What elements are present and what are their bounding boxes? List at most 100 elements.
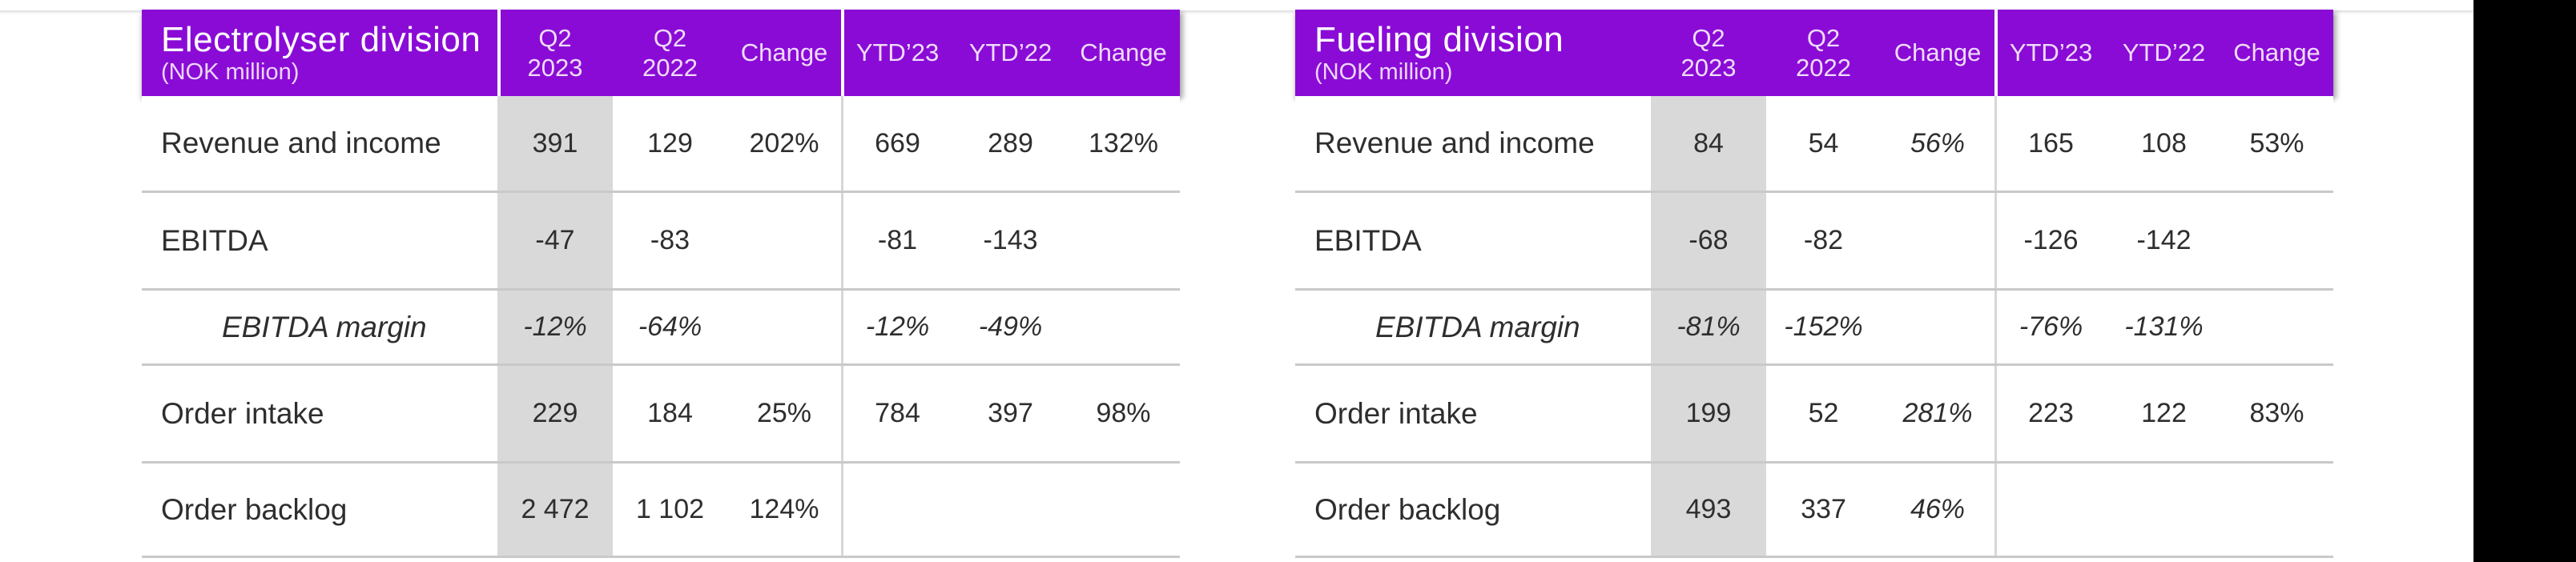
column-header-q2-2023: Q2 2023 [1680, 23, 1737, 82]
cell-q2-2023: 84 [1693, 127, 1724, 159]
cell-ytd22: -49% [978, 311, 1043, 342]
cell-ytd22: 108 [2141, 127, 2187, 159]
cell-ytd23: 669 [875, 127, 920, 159]
q2-2023-highlight-column [497, 96, 613, 558]
table-row: EBITDA -68 -82 -126 -142 [1295, 193, 2333, 291]
page-top-edge-line [0, 10, 2473, 14]
row-label: EBITDA margin [1375, 310, 1580, 343]
cell-q2-2022: -152% [1784, 311, 1863, 342]
cell-change-ytd: 132% [1089, 127, 1158, 159]
cell-q2-2022: -82 [1803, 225, 1844, 255]
table-row: EBITDA -47 -83 -81 -143 [142, 193, 1180, 291]
cell-change [727, 193, 841, 288]
cell-change [727, 291, 841, 363]
cell-q2-2022: 54 [1808, 127, 1839, 159]
cell-change [1881, 193, 1994, 288]
q2-2023-highlight-column [1651, 96, 1766, 558]
cell-ytd23: 223 [2028, 398, 2074, 428]
cell-change-ytd [2220, 291, 2333, 363]
column-header-q2-2022: Q2 2022 [1796, 23, 1851, 82]
cell-ytd22: -142 [2136, 225, 2192, 255]
cell-q2-2023: 391 [532, 127, 578, 159]
table-title-cell: Fueling division (NOK million) [1295, 10, 1651, 96]
cell-change-ytd [2220, 464, 2333, 556]
column-header-q2-2022: Q2 2022 [642, 23, 698, 82]
cell-ytd23: 165 [2028, 127, 2074, 159]
ytd-divider-line [841, 96, 843, 558]
cell-q2-2022: 129 [647, 127, 693, 159]
cell-q2-2023: -12% [523, 311, 587, 342]
column-header-change-ytd: Change [2233, 38, 2320, 67]
table-row: Order intake 199 52 281% 223 122 83% [1295, 366, 2333, 464]
electrolyser-table-body: Revenue and income 391 129 202% 669 289 … [142, 96, 1180, 558]
cell-ytd23: 784 [875, 398, 920, 428]
cell-q2-2023: -81% [1676, 311, 1741, 342]
table-subtitle: (NOK million) [1314, 59, 1453, 86]
column-header-q2-2023: Q2 2023 [527, 23, 583, 82]
table-subtitle: (NOK million) [161, 59, 300, 86]
cell-ytd23: -12% [865, 311, 930, 342]
cell-q2-2022: 184 [647, 398, 693, 428]
table-row: Order intake 229 184 25% 784 397 98% [142, 366, 1180, 464]
column-header-ytd23: YTD’23 [855, 38, 940, 67]
cell-ytd22: 397 [988, 398, 1033, 428]
table-row: Order backlog 493 337 46% [1295, 464, 2333, 558]
cell-ytd23: -81 [877, 225, 918, 255]
column-header-ytd22: YTD’22 [2122, 38, 2206, 67]
fueling-table-header: Fueling division (NOK million) Q2 2023 Q… [1295, 10, 2333, 96]
cell-change-ytd [1067, 291, 1180, 363]
row-label: Order backlog [161, 492, 348, 526]
cell-q2-2022: -64% [638, 311, 702, 342]
cell-ytd22 [2107, 464, 2220, 556]
cell-ytd22: 122 [2141, 398, 2187, 428]
cell-change [1881, 291, 1994, 363]
cell-change-ytd: 83% [2249, 398, 2304, 428]
cell-q2-2022: -83 [650, 225, 690, 255]
row-label: EBITDA [161, 223, 268, 257]
cell-change: 56% [1910, 127, 1966, 159]
cell-change: 124% [749, 494, 819, 524]
cell-q2-2023: 2 472 [521, 494, 590, 524]
cell-change-ytd [2220, 193, 2333, 288]
cell-q2-2023: 493 [1685, 494, 1732, 524]
table-row: Revenue and income 391 129 202% 669 289 … [142, 96, 1180, 193]
cell-q2-2022: 1 102 [635, 494, 705, 524]
electrolyser-division-table: Electrolyser division (NOK million) Q2 2… [142, 10, 1180, 558]
table-title-cell: Electrolyser division (NOK million) [142, 10, 497, 96]
cell-q2-2023: -47 [535, 225, 575, 255]
row-label: Order backlog [1314, 492, 1501, 526]
header-divider [841, 10, 844, 96]
cell-ytd22: -131% [2124, 311, 2204, 342]
column-header-change: Change [1894, 38, 1982, 67]
row-label: EBITDA [1314, 223, 1422, 257]
cell-q2-2023: 229 [532, 398, 578, 428]
cell-ytd22: 289 [988, 127, 1033, 159]
cell-change: 281% [1902, 398, 1973, 428]
cell-change: 25% [756, 398, 812, 428]
cell-ytd23: -126 [2023, 225, 2079, 255]
column-header-change: Change [740, 38, 828, 67]
cell-ytd23 [1994, 464, 2107, 556]
row-label: EBITDA margin [222, 310, 427, 343]
cell-ytd23: -76% [2019, 311, 2083, 342]
cell-q2-2022: 337 [1801, 494, 1846, 524]
cell-ytd22 [954, 464, 1067, 556]
table-row: Revenue and income 84 54 56% 165 108 53% [1295, 96, 2333, 193]
table-title: Electrolyser division [161, 19, 481, 59]
cell-change-ytd [1067, 464, 1180, 556]
row-label: Order intake [161, 396, 324, 430]
cell-change-ytd: 53% [2249, 127, 2304, 159]
table-title: Fueling division [1314, 19, 1564, 59]
cell-q2-2022: 52 [1808, 398, 1839, 428]
header-divider [497, 10, 501, 96]
cell-change-ytd: 98% [1096, 398, 1151, 428]
cell-change: 46% [1910, 494, 1966, 524]
row-label: Revenue and income [1314, 126, 1595, 159]
table-row: Order backlog 2 472 1 102 124% [142, 464, 1180, 558]
row-label: Revenue and income [161, 126, 441, 159]
cell-ytd23 [841, 464, 954, 556]
header-divider [1994, 10, 1998, 96]
fueling-division-table: Fueling division (NOK million) Q2 2023 Q… [1295, 10, 2333, 558]
cell-q2-2023: 199 [1685, 398, 1732, 428]
fueling-table-body: Revenue and income 84 54 56% 165 108 53%… [1295, 96, 2333, 558]
